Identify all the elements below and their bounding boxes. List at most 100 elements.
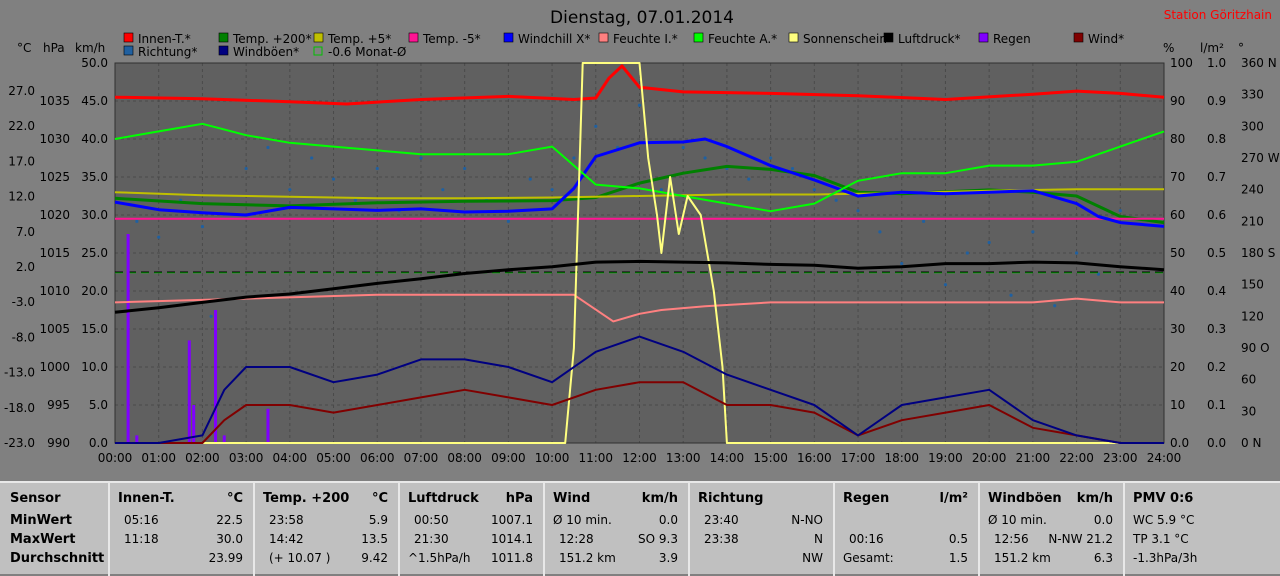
wind-avg10-label: Ø 10 min. xyxy=(553,513,612,527)
tick-celsius: -13.0 xyxy=(4,366,35,380)
direction-point xyxy=(441,188,445,192)
tick-hpa: 1015 xyxy=(39,246,70,260)
series-line-feuchte-i xyxy=(114,293,1164,323)
richtung-avg-value: NW xyxy=(802,551,823,565)
legend-label: Temp. +200* xyxy=(232,32,312,46)
legend-swatch xyxy=(218,45,229,56)
wind-avg10-value: 0.0 xyxy=(658,513,678,527)
tick-x: 16:00 xyxy=(797,451,832,465)
tick-kmh: 30.0 xyxy=(81,208,108,222)
direction-point xyxy=(769,156,773,160)
tick-kmh: 15.0 xyxy=(81,322,108,336)
series-line-luftdruck xyxy=(114,259,1165,314)
tick-x: 01:00 xyxy=(141,451,176,465)
direction-point xyxy=(1009,293,1013,297)
direction-point xyxy=(637,103,642,107)
direction-point xyxy=(987,240,991,245)
wind-distance: 151.2 km xyxy=(559,551,616,565)
tick-x: 02:00 xyxy=(185,451,220,465)
tick-x: 19:00 xyxy=(928,451,963,465)
windboeen-avg10-value: 0.0 xyxy=(1093,513,1113,527)
rain-bar xyxy=(222,435,226,443)
tick-rain: 0.5 xyxy=(1207,246,1226,260)
direction-point xyxy=(900,261,904,266)
tick-x: 05:00 xyxy=(316,451,351,465)
table-col-pmv: PMV 0:6 WC 5.9 °C TP 3.1 °C -1.3hPa/3h xyxy=(1123,483,1280,576)
tick-celsius: 22.0 xyxy=(8,119,35,133)
tick-percent: 20 xyxy=(1170,360,1185,374)
tick-degree: 30 xyxy=(1241,404,1256,418)
tick-degree: 330 xyxy=(1241,88,1264,102)
tick-x: 06:00 xyxy=(360,451,395,465)
tick-degree: 120 xyxy=(1241,309,1264,323)
tick-x: 03:00 xyxy=(229,451,264,465)
direction-point xyxy=(288,188,292,192)
tick-celsius: -23.0 xyxy=(4,436,35,450)
chart-marks xyxy=(114,62,1165,444)
tick-x: 07:00 xyxy=(404,451,439,465)
legend-swatch xyxy=(788,32,799,43)
tick-percent: 10 xyxy=(1170,398,1185,412)
direction-point xyxy=(572,156,576,160)
direction-point xyxy=(1118,209,1122,213)
direction-point xyxy=(943,283,948,287)
direction-point xyxy=(1031,230,1035,234)
tick-x: 10:00 xyxy=(535,451,570,465)
regen-max-value: 0.5 xyxy=(948,532,968,546)
wind-header: Wind xyxy=(553,491,591,506)
direction-point xyxy=(419,156,423,160)
legend-label: Richtung* xyxy=(138,45,197,59)
row-label-min: MinWert xyxy=(10,513,72,528)
tick-hpa: 1005 xyxy=(39,322,70,336)
table-col-sensor: Sensor MinWert MaxWert Durchschnitt xyxy=(0,483,108,576)
rain-bar xyxy=(192,405,196,443)
tick-celsius: 27.0 xyxy=(8,84,35,98)
tick-degree: 240 xyxy=(1241,183,1264,197)
legend-swatch xyxy=(313,46,323,56)
tick-celsius: -18.0 xyxy=(4,401,35,415)
header-celsius: °C xyxy=(17,41,31,55)
tick-kmh: 20.0 xyxy=(81,284,108,298)
legend-swatch xyxy=(123,45,134,56)
legend-label: Windböen* xyxy=(233,45,299,59)
luftdruck-avg-value: 1011.8 xyxy=(491,551,533,565)
tick-rain: 0.7 xyxy=(1207,170,1226,184)
rain-bar xyxy=(187,340,191,443)
tick-kmh: 40.0 xyxy=(81,132,108,146)
tick-celsius: 2.0 xyxy=(16,260,35,274)
tick-kmh: 45.0 xyxy=(81,94,108,108)
direction-point xyxy=(790,166,795,171)
luftdruck-min-value: 1007.1 xyxy=(491,513,533,527)
direction-point xyxy=(244,166,248,171)
tick-rain: 0.8 xyxy=(1207,132,1226,146)
tick-hpa: 1000 xyxy=(39,360,70,374)
pmv-header: PMV 0:6 xyxy=(1133,491,1194,506)
direction-point xyxy=(747,177,751,181)
series-line-sonnenschein xyxy=(115,62,1164,444)
header-kmh: km/h xyxy=(75,41,105,55)
direction-point xyxy=(209,314,213,318)
temp200-min-time: 23:58 xyxy=(269,513,304,527)
tick-x: 00:00 xyxy=(98,451,133,465)
pmv-pressure-trend: -1.3hPa/3h xyxy=(1133,551,1198,565)
tick-rain: 0.1 xyxy=(1207,398,1226,412)
temp200-min-value: 5.9 xyxy=(368,513,388,527)
innen-min-time: 05:16 xyxy=(124,513,159,527)
tick-degree: 90 O xyxy=(1241,341,1270,355)
tick-x: 13:00 xyxy=(666,451,701,465)
tick-x: 15:00 xyxy=(753,451,788,465)
rain-bar xyxy=(214,310,218,443)
tick-percent: 40 xyxy=(1170,284,1185,298)
windboeen-max-value: N-NW 21.2 xyxy=(1048,532,1113,546)
direction-point xyxy=(834,198,838,202)
stats-table: Sensor MinWert MaxWert Durchschnitt Inne… xyxy=(0,481,1280,576)
direction-point xyxy=(528,177,532,181)
sensor-header: Sensor xyxy=(10,491,61,506)
richtung-header: Richtung xyxy=(698,491,764,506)
innen-min-value: 22.5 xyxy=(216,513,243,527)
tick-x: 12:00 xyxy=(622,451,657,465)
rain-bar xyxy=(135,435,139,443)
tick-percent: 90 xyxy=(1170,94,1185,108)
richtung-min-value: N-NO xyxy=(791,513,823,527)
innen-max-value: 30.0 xyxy=(216,532,243,546)
